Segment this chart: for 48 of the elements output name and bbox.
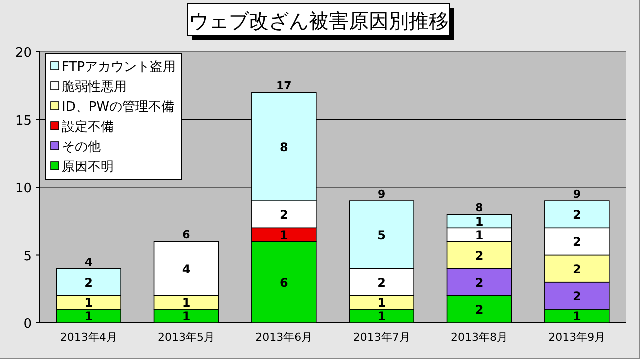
- data-label: 2: [475, 302, 484, 317]
- data-label: 2: [84, 276, 94, 290]
- data-label: 2: [475, 248, 484, 263]
- legend-label: 原因不明: [62, 160, 114, 175]
- x-tick-label: 2013年7月: [353, 331, 410, 344]
- data-label: 1: [475, 228, 484, 242]
- total-label: 17: [276, 80, 292, 93]
- data-label: 2: [378, 276, 386, 290]
- y-tick-label: 15: [15, 114, 32, 129]
- y-tick-label: 10: [15, 182, 32, 196]
- legend-label: その他: [62, 140, 101, 155]
- legend-label: ID、PWの管理不備: [62, 100, 175, 115]
- y-tick-label: 20: [15, 46, 32, 61]
- legend-label: FTPアカウント盗用: [62, 60, 176, 75]
- data-label: 1: [378, 296, 386, 310]
- data-label: 1: [84, 296, 94, 310]
- data-label: 2: [475, 276, 484, 290]
- total-label: 8: [476, 202, 484, 215]
- x-tick-label: 2013年4月: [60, 331, 118, 344]
- total-label: 6: [182, 228, 191, 242]
- data-label: 1: [182, 296, 191, 310]
- data-label: 1: [182, 310, 191, 324]
- data-label: 1: [378, 310, 386, 324]
- data-label: 2: [572, 262, 582, 276]
- x-tick-label: 2013年5月: [158, 331, 215, 344]
- data-label: 2: [572, 289, 582, 304]
- x-tick-label: 2013年9月: [548, 331, 606, 344]
- data-label: 4: [182, 262, 191, 276]
- data-label: 1: [280, 228, 288, 242]
- data-label: 2: [572, 208, 582, 222]
- legend-label: 設定不備: [62, 120, 114, 135]
- y-tick-label: 5: [24, 249, 32, 264]
- data-label: 2: [280, 208, 288, 222]
- data-label: 6: [280, 276, 288, 290]
- x-tick-label: 2013年8月: [451, 331, 508, 344]
- data-label: 1: [84, 310, 94, 324]
- y-tick-label: 0: [24, 317, 32, 332]
- total-label: 4: [85, 256, 94, 269]
- chart-title: ウェブ改ざん被害原因別推移: [189, 9, 449, 33]
- data-label: 1: [572, 310, 582, 324]
- data-label: 2: [572, 235, 582, 250]
- data-label: 1: [475, 214, 484, 229]
- data-label: 8: [280, 140, 288, 154]
- data-label: 5: [378, 228, 386, 242]
- total-label: 9: [573, 188, 581, 202]
- legend-label: 脆弱性悪用: [62, 80, 127, 95]
- total-label: 9: [378, 188, 386, 202]
- x-tick-label: 2013年6月: [256, 331, 313, 344]
